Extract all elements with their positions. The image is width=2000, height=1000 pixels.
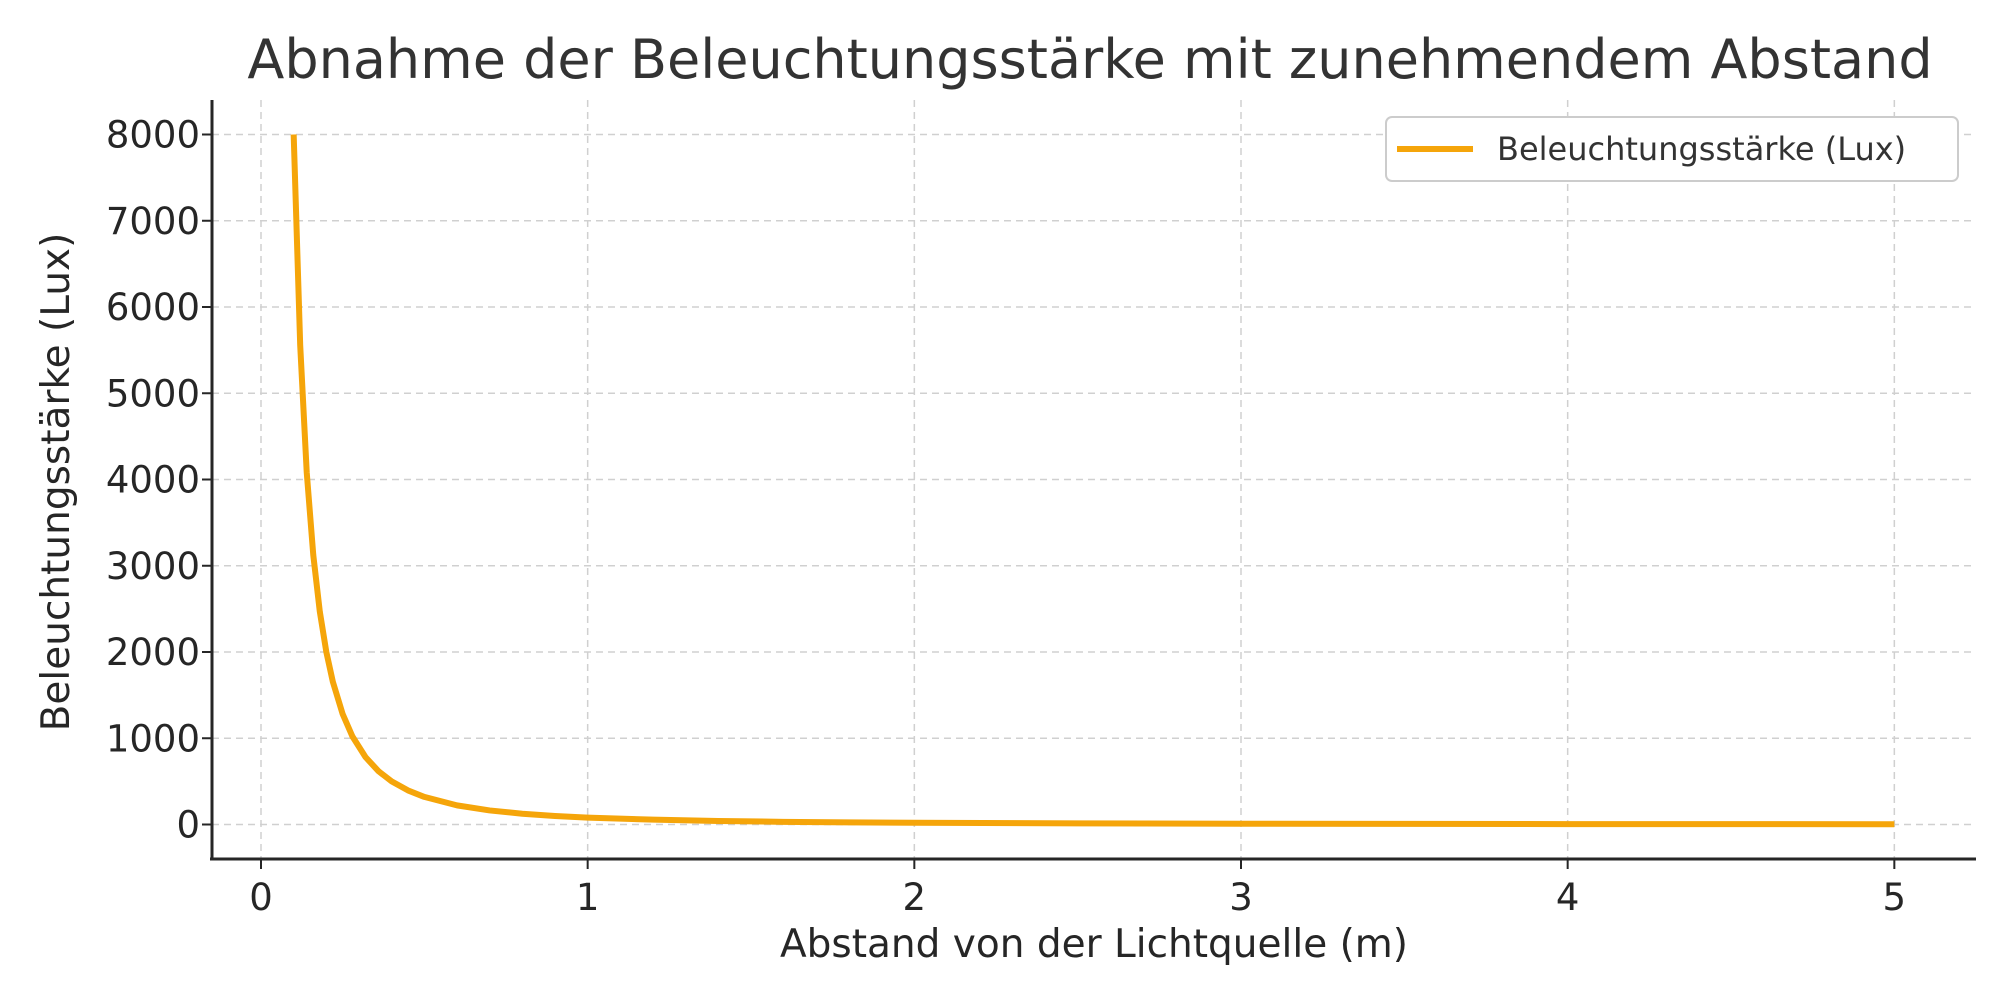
x-tick-label: 0	[249, 876, 273, 919]
legend-label: Beleuchtungsstärke (Lux)	[1497, 130, 1906, 168]
x-tick-label: 5	[1883, 876, 1907, 919]
y-tick-label: 2000	[106, 631, 200, 674]
y-tick-label: 7000	[106, 200, 200, 243]
y-ticks: 0 1000 2000 3000 4000 5000 6000 7000 8000	[106, 114, 212, 847]
chart-title: Abnahme der Beleuchtungsstärke mit zuneh…	[247, 28, 1932, 91]
legend: Beleuchtungsstärke (Lux)	[1385, 116, 1959, 182]
x-tick-label: 4	[1556, 876, 1580, 919]
y-tick-label: 3000	[106, 545, 200, 588]
series-layer	[290, 134, 1895, 828]
legend-frame	[1385, 116, 1959, 182]
x-ticks: 0 1 2 3 4 5	[249, 859, 1906, 919]
x-axis-label: Abstand von der Lichtquelle (m)	[780, 922, 1408, 967]
y-tick-label: 4000	[106, 459, 200, 502]
x-tick-label: 3	[1229, 876, 1253, 919]
series-line-0	[290, 134, 1895, 828]
y-tick-label: 1000	[106, 717, 200, 760]
y-tick-label: 5000	[106, 372, 200, 415]
y-axis-label: Beleuchtungsstärke (Lux)	[34, 233, 79, 732]
y-tick-label: 8000	[106, 114, 200, 157]
y-tick-label: 0	[176, 804, 200, 847]
y-tick-label: 6000	[106, 286, 200, 329]
x-tick-label: 1	[576, 876, 600, 919]
x-tick-label: 2	[903, 876, 927, 919]
